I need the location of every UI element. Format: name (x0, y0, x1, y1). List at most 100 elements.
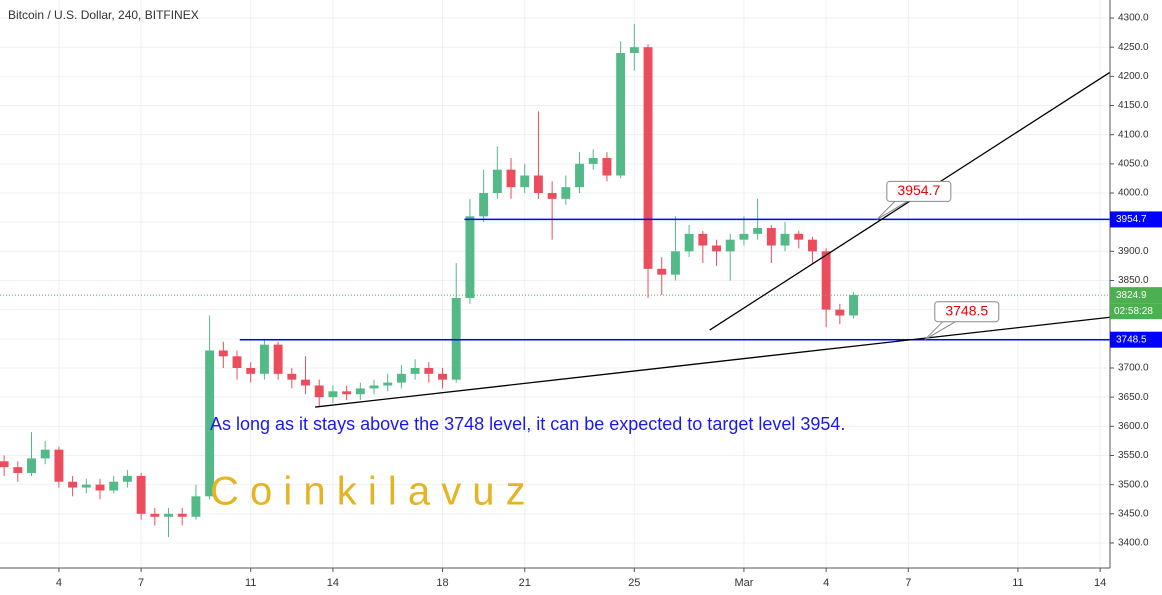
countdown-label: 02:58:28 (1114, 306, 1153, 317)
candle-body (136, 475, 146, 514)
candle-body (314, 385, 324, 398)
x-tick-label: 7 (138, 577, 144, 589)
candle-body (616, 53, 626, 176)
axes: 3400.0 3450.0 3500.0 3550.0 3600.0 3650.0 3700… (56, 13, 1162, 589)
candle-body (451, 297, 461, 380)
y-tick-label: 3700.0 (1118, 363, 1149, 374)
candle-body (602, 158, 612, 176)
candle-body (424, 367, 434, 374)
x-tick-label: 4 (823, 577, 829, 589)
chart-title: Bitcoin / U.S. Dollar, 240, BITFINEX (8, 8, 199, 22)
price-line-box (1110, 331, 1162, 348)
y-tick-label: 3650.0 (1118, 392, 1149, 403)
candle-body (273, 344, 283, 374)
x-tick-label: 21 (519, 577, 531, 589)
y-tick-label: 4100.0 (1118, 129, 1149, 140)
y-tick-label: 4150.0 (1118, 100, 1149, 111)
x-tick-label: Mar (734, 577, 753, 589)
candle-body (259, 344, 269, 374)
candle-body (27, 458, 36, 473)
y-tick-label: 4250.0 (1118, 42, 1149, 53)
candle-body (465, 216, 475, 298)
y-tick-label: 4200.0 (1118, 71, 1149, 82)
candle-body (520, 175, 530, 188)
candle-body (794, 233, 804, 240)
y-tick-label: 3500.0 (1118, 479, 1149, 490)
price-line-label: 3748.5 (1116, 334, 1147, 345)
x-tick-label: 14 (1094, 577, 1106, 589)
candle-body (561, 187, 571, 199)
callout-label: 3748.5 (945, 302, 988, 318)
last-price-box (1110, 287, 1162, 304)
countdown-box (1110, 303, 1162, 320)
candle-body (698, 233, 708, 246)
candle-body (109, 481, 119, 491)
candle-body (95, 484, 105, 491)
y-tick-label: 3400.0 (1118, 538, 1149, 549)
y-tick-label: 3850.0 (1118, 275, 1149, 286)
candle-body (657, 268, 667, 275)
price-line-label: 3954.7 (1116, 214, 1147, 225)
candle-body (780, 233, 790, 246)
candle-body (54, 449, 64, 482)
candle-body (218, 350, 228, 357)
plot (0, 23, 858, 538)
trend-line (315, 316, 1111, 408)
candle-body (232, 356, 242, 368)
x-tick-label: 11 (245, 577, 256, 589)
watermark: C o i n k i l a v u z (210, 470, 526, 514)
overlay: 3954.7 3748.5 (0, 71, 1111, 408)
x-tick-label: 25 (628, 577, 640, 589)
candle-body (821, 251, 831, 310)
y-tick-label: 3450.0 (1118, 508, 1149, 519)
candle-body (246, 367, 256, 374)
candle-body (369, 385, 379, 389)
x-tick-label: 4 (56, 577, 62, 589)
callout-box (934, 301, 1000, 323)
candle-body (410, 367, 420, 374)
candle-body (396, 373, 406, 383)
y-tick-label: 4050.0 (1118, 158, 1149, 169)
candle-body (588, 158, 598, 164)
candle-body (684, 233, 694, 252)
price-line-box (1110, 211, 1162, 228)
candle-body (629, 47, 639, 54)
candle-body (328, 391, 338, 398)
candle-body (355, 388, 365, 395)
candle-body (547, 193, 557, 199)
candle-body (150, 513, 160, 517)
candle-body (342, 391, 352, 395)
y-tick-label: 3550.0 (1118, 450, 1149, 461)
candle-body (575, 163, 584, 188)
candle-body (438, 373, 447, 380)
y-tick-label: 3900.0 (1118, 246, 1149, 257)
candle-body (492, 169, 502, 194)
candle-body (177, 513, 187, 517)
candle-body (712, 245, 721, 252)
candle-body (643, 47, 653, 269)
x-tick-label: 14 (327, 577, 339, 589)
y-tick-label: 4300.0 (1118, 13, 1149, 24)
candle-body (670, 251, 680, 275)
candle-body (506, 169, 516, 188)
y-tick-label: 3600.0 (1118, 421, 1149, 432)
candle-body (164, 513, 173, 517)
x-tick-label: 11 (1012, 577, 1023, 589)
candle-body (739, 233, 749, 240)
candle-body (68, 481, 78, 488)
candle-body (40, 449, 50, 459)
candle-body (81, 484, 91, 488)
callout-box (886, 180, 952, 202)
candle-body (301, 379, 310, 386)
x-tick-label: 18 (436, 577, 448, 589)
candle-body (725, 239, 735, 252)
candle-body (835, 309, 845, 316)
candle-body (766, 228, 776, 246)
candle-body (122, 475, 132, 482)
candle-body (753, 228, 763, 234)
candle-body (191, 496, 201, 517)
x-tick-label: 7 (905, 577, 911, 589)
